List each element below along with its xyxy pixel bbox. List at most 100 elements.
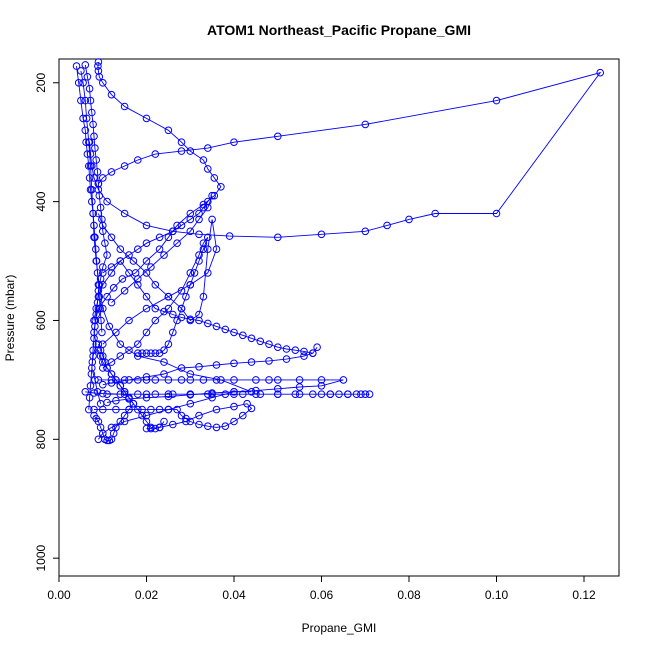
data-point (93, 269, 102, 277)
data-point (77, 96, 85, 105)
data-point (91, 144, 99, 152)
data-point (95, 73, 104, 81)
data-point (212, 405, 221, 414)
y-axis: 200 400 600 800 1000 (34, 72, 60, 572)
data-point (103, 436, 111, 445)
data-point (98, 328, 106, 337)
x-axis: 0.00 0.02 0.04 0.06 0.08 0.10 0.12 (47, 575, 596, 602)
data-point (239, 411, 247, 420)
data-point (107, 233, 116, 242)
data-point (79, 79, 87, 87)
data-point (186, 269, 195, 277)
data-point (212, 322, 221, 331)
data-point (142, 417, 151, 426)
data-point (212, 423, 221, 432)
data-point (291, 390, 300, 399)
series-line (93, 260, 318, 386)
data-point (195, 209, 203, 218)
data-point (164, 126, 173, 135)
data-point (99, 269, 107, 277)
data-point (177, 147, 186, 155)
data-point (94, 281, 103, 289)
data-point (344, 390, 352, 399)
data-point (195, 310, 203, 319)
data-point (142, 349, 151, 358)
data-point (93, 168, 102, 176)
data-point (282, 345, 291, 353)
data-point (147, 349, 155, 358)
data-point (177, 138, 186, 146)
series-5 (94, 376, 348, 407)
data-point (116, 382, 125, 390)
data-point (190, 269, 199, 277)
data-point (99, 405, 107, 414)
data-point (274, 343, 282, 352)
data-point (230, 359, 238, 368)
data-point (204, 165, 212, 173)
data-point (91, 376, 99, 384)
x-tick-label: 0.10 (485, 588, 509, 602)
data-point (142, 411, 151, 420)
data-point (265, 357, 273, 365)
data-point (186, 417, 195, 426)
data-point (221, 422, 230, 431)
data-point (164, 390, 173, 399)
data-point (155, 423, 164, 432)
data-point (120, 417, 129, 426)
data-point (195, 215, 203, 224)
data-point (112, 376, 120, 384)
data-point (204, 203, 212, 212)
x-tick-label: 0.06 (310, 588, 334, 602)
series-line (76, 66, 103, 333)
y-tick-label: 1000 (34, 545, 48, 572)
data-point (85, 393, 94, 402)
data-point (230, 402, 238, 411)
data-point (94, 67, 103, 75)
data-point (361, 120, 370, 129)
data-point (177, 313, 186, 322)
data-point (313, 343, 321, 352)
data-point (88, 358, 97, 366)
data-point (151, 304, 160, 313)
data-point (274, 376, 282, 384)
data-point (85, 162, 93, 170)
data-point (151, 424, 160, 433)
data-point (195, 411, 203, 420)
data-point (177, 287, 186, 295)
data-point (88, 108, 96, 117)
data-point (90, 132, 98, 141)
data-point (596, 68, 605, 77)
data-point (91, 233, 99, 242)
data-point (98, 215, 106, 224)
data-point (265, 340, 273, 349)
data-point (195, 251, 203, 259)
data-point (230, 417, 238, 426)
data-point (274, 132, 282, 141)
data-point (252, 386, 260, 395)
data-point (96, 203, 105, 212)
plot-area (72, 58, 605, 445)
data-point (164, 405, 173, 414)
data-point (77, 67, 85, 75)
data-point (195, 257, 203, 265)
data-point (151, 281, 160, 289)
data-point (186, 399, 195, 408)
data-point (309, 390, 317, 399)
data-point (300, 352, 308, 360)
data-point (81, 388, 90, 396)
plot-frame (58, 58, 620, 577)
series-line (89, 71, 602, 238)
data-point (291, 346, 300, 355)
data-point (186, 391, 195, 399)
series-line (84, 64, 108, 410)
data-point (142, 269, 151, 277)
data-point (125, 251, 133, 259)
data-point (120, 388, 129, 396)
data-point (186, 147, 195, 155)
data-point (90, 174, 98, 182)
data-point (142, 393, 151, 402)
data-point (230, 328, 238, 337)
data-point (99, 263, 107, 271)
data-point (142, 292, 151, 301)
data-point (147, 405, 155, 414)
